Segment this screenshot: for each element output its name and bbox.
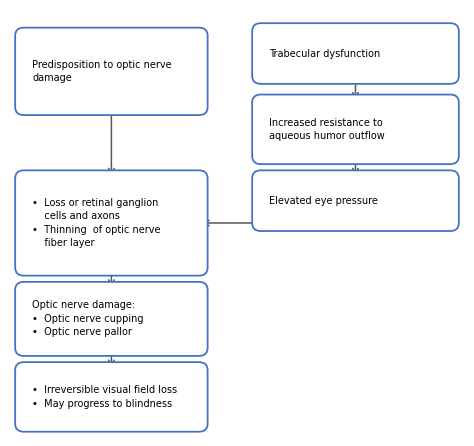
Text: Increased resistance to
aqueous humor outflow: Increased resistance to aqueous humor ou… [269,118,385,141]
Text: •  Irreversible visual field loss
•  May progress to blindness: • Irreversible visual field loss • May p… [32,385,177,409]
Text: Predisposition to optic nerve
damage: Predisposition to optic nerve damage [32,60,172,83]
FancyBboxPatch shape [15,362,208,432]
FancyBboxPatch shape [15,170,208,276]
FancyBboxPatch shape [252,95,459,164]
FancyBboxPatch shape [252,170,459,231]
FancyBboxPatch shape [15,28,208,115]
Text: Optic nerve damage:
•  Optic nerve cupping
•  Optic nerve pallor: Optic nerve damage: • Optic nerve cuppin… [32,300,144,338]
Text: Trabecular dysfunction: Trabecular dysfunction [269,49,381,58]
Text: •  Loss or retinal ganglion
    cells and axons
•  Thinning  of optic nerve
    : • Loss or retinal ganglion cells and axo… [32,198,161,248]
Text: Elevated eye pressure: Elevated eye pressure [269,196,378,206]
FancyBboxPatch shape [15,282,208,356]
FancyBboxPatch shape [252,23,459,84]
